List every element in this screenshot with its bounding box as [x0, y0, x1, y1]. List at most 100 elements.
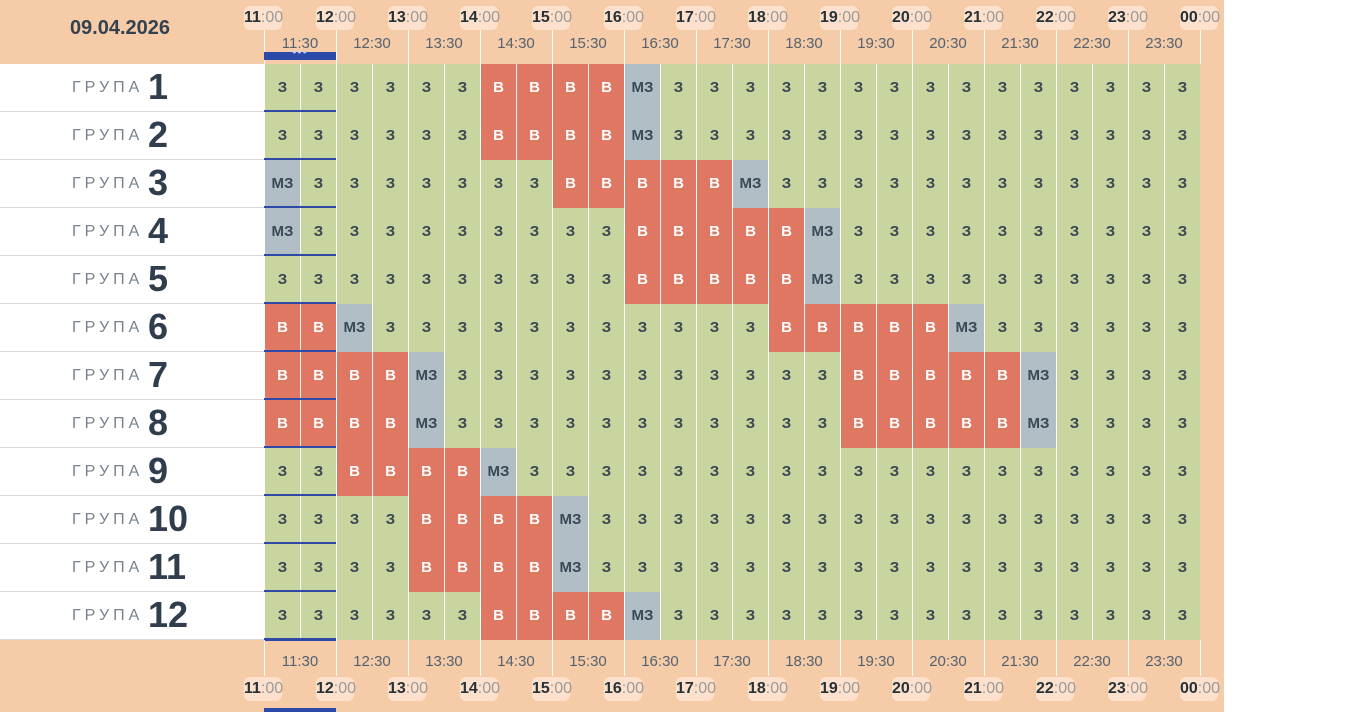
slot-cell[interactable]: В	[588, 592, 624, 640]
slot-cell[interactable]: В	[300, 400, 336, 448]
slot-cell[interactable]: З	[372, 256, 408, 304]
slot-cell[interactable]: З	[1164, 496, 1200, 544]
slot-cell[interactable]: З	[1056, 448, 1092, 496]
slot-cell[interactable]: З	[588, 400, 624, 448]
slot-cell[interactable]: З	[876, 592, 912, 640]
slot-cell[interactable]: З	[1056, 304, 1092, 352]
slot-cell[interactable]: З	[408, 112, 444, 160]
slot-cell[interactable]: В	[552, 64, 588, 112]
slot-cell[interactable]: З	[1128, 544, 1164, 592]
slot-cell[interactable]: В	[480, 112, 516, 160]
slot-cell[interactable]: З	[408, 160, 444, 208]
slot-cell[interactable]: З	[1164, 544, 1200, 592]
slot-cell[interactable]: В	[516, 112, 552, 160]
slot-cell[interactable]: З	[444, 352, 480, 400]
slot-cell[interactable]: З	[1056, 592, 1092, 640]
slot-cell[interactable]: З	[588, 544, 624, 592]
slot-cell[interactable]: З	[912, 112, 948, 160]
slot-cell[interactable]: В	[516, 496, 552, 544]
slot-cell[interactable]: В	[552, 592, 588, 640]
slot-cell[interactable]: З	[1092, 208, 1128, 256]
slot-cell[interactable]: МЗ	[732, 160, 768, 208]
slot-cell[interactable]: З	[588, 496, 624, 544]
slot-cell[interactable]: З	[444, 256, 480, 304]
slot-cell[interactable]: МЗ	[408, 352, 444, 400]
slot-cell[interactable]: З	[732, 400, 768, 448]
slot-cell[interactable]: З	[264, 256, 300, 304]
slot-cell[interactable]: З	[1128, 592, 1164, 640]
slot-cell[interactable]: В	[696, 160, 732, 208]
slot-cell[interactable]: З	[1128, 400, 1164, 448]
slot-cell[interactable]: В	[408, 448, 444, 496]
slot-cell[interactable]: З	[336, 256, 372, 304]
slot-cell[interactable]: В	[552, 112, 588, 160]
slot-cell[interactable]: З	[840, 208, 876, 256]
slot-cell[interactable]: З	[696, 496, 732, 544]
slot-cell[interactable]: В	[264, 352, 300, 400]
slot-cell[interactable]: З	[552, 400, 588, 448]
slot-cell[interactable]: З	[552, 352, 588, 400]
slot-cell[interactable]: З	[516, 256, 552, 304]
slot-cell[interactable]: З	[876, 208, 912, 256]
slot-cell[interactable]: З	[804, 400, 840, 448]
slot-cell[interactable]: З	[1164, 64, 1200, 112]
slot-cell[interactable]: З	[480, 160, 516, 208]
slot-cell[interactable]: З	[444, 112, 480, 160]
slot-cell[interactable]: З	[804, 544, 840, 592]
slot-cell[interactable]: З	[768, 544, 804, 592]
slot-cell[interactable]: В	[732, 256, 768, 304]
slot-cell[interactable]: З	[1056, 400, 1092, 448]
slot-cell[interactable]: В	[696, 208, 732, 256]
slot-cell[interactable]: З	[300, 592, 336, 640]
slot-cell[interactable]: МЗ	[336, 304, 372, 352]
time-scroll-handle-bottom[interactable]	[264, 708, 336, 712]
slot-cell[interactable]: В	[948, 400, 984, 448]
slot-cell[interactable]: В	[696, 256, 732, 304]
slot-cell[interactable]: З	[1020, 592, 1056, 640]
slot-cell[interactable]: З	[1128, 160, 1164, 208]
slot-cell[interactable]: З	[1164, 112, 1200, 160]
slot-cell[interactable]: З	[516, 304, 552, 352]
slot-cell[interactable]: З	[372, 592, 408, 640]
slot-cell[interactable]: З	[768, 592, 804, 640]
slot-cell[interactable]: З	[300, 256, 336, 304]
slot-cell[interactable]: З	[588, 256, 624, 304]
slot-cell[interactable]: З	[984, 592, 1020, 640]
slot-cell[interactable]: З	[876, 160, 912, 208]
slot-cell[interactable]: В	[372, 448, 408, 496]
slot-cell[interactable]: В	[516, 544, 552, 592]
slot-cell[interactable]: З	[1092, 400, 1128, 448]
slot-cell[interactable]: З	[624, 400, 660, 448]
slot-cell[interactable]: В	[516, 592, 552, 640]
slot-cell[interactable]: В	[840, 304, 876, 352]
slot-cell[interactable]: В	[984, 352, 1020, 400]
slot-cell[interactable]: З	[660, 448, 696, 496]
slot-cell[interactable]: З	[516, 352, 552, 400]
slot-cell[interactable]: З	[1128, 64, 1164, 112]
slot-cell[interactable]: З	[984, 112, 1020, 160]
slot-cell[interactable]: МЗ	[624, 592, 660, 640]
slot-cell[interactable]: З	[840, 496, 876, 544]
slot-cell[interactable]: З	[696, 400, 732, 448]
slot-cell[interactable]: В	[480, 592, 516, 640]
slot-cell[interactable]: В	[876, 352, 912, 400]
slot-cell[interactable]: З	[300, 544, 336, 592]
slot-cell[interactable]: В	[912, 304, 948, 352]
slot-cell[interactable]: З	[1128, 496, 1164, 544]
slot-cell[interactable]: МЗ	[804, 208, 840, 256]
slot-cell[interactable]: В	[336, 400, 372, 448]
slot-cell[interactable]: В	[768, 256, 804, 304]
slot-cell[interactable]: З	[948, 592, 984, 640]
slot-cell[interactable]: З	[840, 160, 876, 208]
slot-cell[interactable]: З	[768, 160, 804, 208]
slot-cell[interactable]: З	[732, 496, 768, 544]
slot-cell[interactable]: З	[696, 112, 732, 160]
slot-cell[interactable]: З	[480, 256, 516, 304]
slot-cell[interactable]: З	[840, 448, 876, 496]
slot-cell[interactable]: З	[660, 64, 696, 112]
slot-cell[interactable]: З	[372, 160, 408, 208]
slot-cell[interactable]: З	[408, 592, 444, 640]
slot-cell[interactable]: З	[1020, 208, 1056, 256]
slot-cell[interactable]: З	[948, 448, 984, 496]
slot-cell[interactable]: З	[948, 256, 984, 304]
